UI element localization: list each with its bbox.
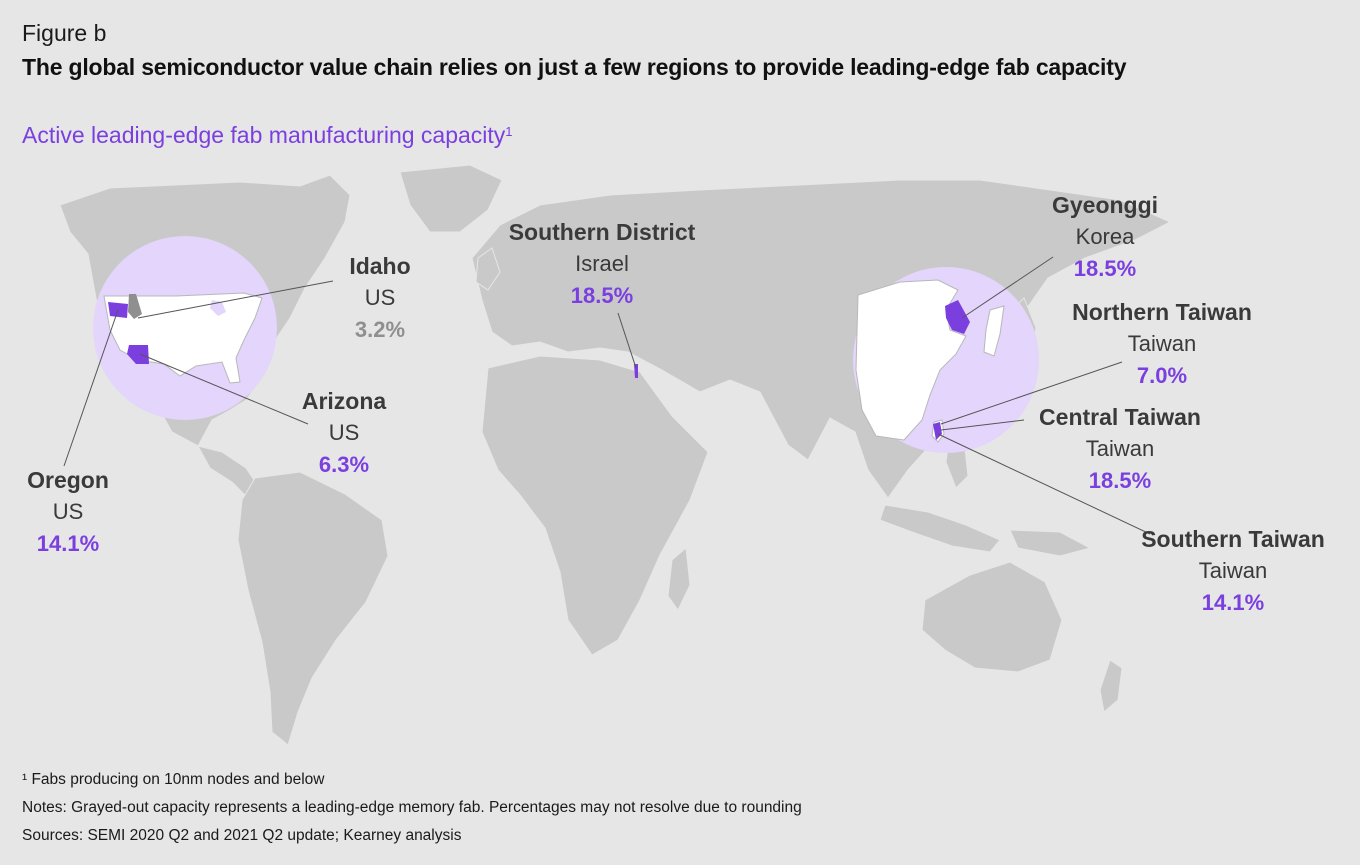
region-name: Northern Taiwan <box>1072 299 1252 325</box>
southern-taiwan-label: Southern Taiwan Taiwan 14.1% <box>1128 523 1338 619</box>
region-country: US <box>364 285 396 310</box>
region-country: US <box>52 499 84 524</box>
leader-lines <box>63 256 1151 535</box>
footnote-text: ¹ Fabs producing on 10nm nodes and below <box>22 771 325 788</box>
region-share: 7.0% <box>1136 363 1188 388</box>
region-name: Idaho <box>349 253 411 279</box>
region-name: Southern Taiwan <box>1141 526 1325 552</box>
continents <box>59 164 1172 746</box>
region-country: Israel <box>575 251 629 276</box>
arizona-label: Arizona US 6.3% <box>284 385 404 481</box>
region-name: Southern District <box>508 219 696 245</box>
new-zealand-landmass <box>1099 659 1123 713</box>
region-share: 6.3% <box>318 452 370 477</box>
indonesia-landmass <box>879 504 1001 553</box>
sources-text: Sources: SEMI 2020 Q2 and 2021 Q2 update… <box>22 827 462 844</box>
region-country: Taiwan <box>1198 558 1268 583</box>
subtitle-footnote-marker: 1 <box>505 124 513 139</box>
southern-district-label: Southern District Israel 18.5% <box>496 216 708 312</box>
idaho-label: Idaho US 3.2% <box>330 250 430 346</box>
region-name: Oregon <box>27 467 109 493</box>
australia-landmass <box>921 561 1063 673</box>
page-title: The global semiconductor value chain rel… <box>22 54 1127 80</box>
south-america-landmass <box>237 471 389 746</box>
footnotes: ¹ Fabs producing on 10nm nodes and below… <box>22 766 802 850</box>
region-name: Central Taiwan <box>1039 404 1201 430</box>
arizona-leader-line <box>139 353 309 425</box>
region-country: Taiwan <box>1127 331 1197 356</box>
taiwan-fab-region <box>933 422 942 440</box>
japan-inset-shape <box>983 305 1005 357</box>
gyeonggi-fab-region <box>945 300 970 334</box>
greenland-landmass <box>399 164 503 233</box>
madagascar-landmass <box>667 547 691 611</box>
new-guinea-landmass <box>1009 529 1092 557</box>
figure-label: Figure b <box>22 20 107 46</box>
africa-landmass <box>481 355 709 656</box>
southern-taiwan-leader-line <box>937 433 1151 535</box>
region-share: 14.1% <box>36 531 100 556</box>
northern-taiwan-leader-line <box>940 361 1123 425</box>
northern-taiwan-label: Northern Taiwan Taiwan 7.0% <box>1058 296 1266 392</box>
oregon-leader-line <box>63 309 119 467</box>
british-isles-landmass <box>475 247 501 291</box>
region-name: Arizona <box>301 388 387 414</box>
region-country: US <box>328 420 360 445</box>
map-subtitle: Active leading-edge fab manufacturing ca… <box>22 122 513 149</box>
notes-text: Notes: Grayed-out capacity represents a … <box>22 799 802 816</box>
region-country: Taiwan <box>1085 436 1155 461</box>
southern-district-fab-region <box>634 364 638 378</box>
gyeonggi-leader-line <box>961 256 1054 319</box>
region-share: 18.5% <box>1088 468 1152 493</box>
region-country: Korea <box>1075 224 1135 249</box>
southern-district-leader-line <box>617 312 637 369</box>
central-taiwan-leader-line <box>940 419 1025 431</box>
idaho-leader-line <box>137 280 334 319</box>
gyeonggi-label: Gyeonggi Korea 18.5% <box>1040 189 1170 285</box>
idaho-fab-region <box>128 294 142 319</box>
central-taiwan-label: Central Taiwan Taiwan 18.5% <box>1022 401 1218 497</box>
oregon-label: Oregon US 14.1% <box>14 464 122 560</box>
eurasia-landmass <box>471 179 1172 499</box>
arizona-fab-region <box>127 345 149 364</box>
region-share: 14.1% <box>1201 590 1265 615</box>
east-asia-landmass <box>855 279 967 441</box>
subtitle-text: Active leading-edge fab manufacturing ca… <box>22 122 506 148</box>
region-share: 18.5% <box>570 283 634 308</box>
region-share: 18.5% <box>1073 256 1137 281</box>
region-share: 3.2% <box>354 317 406 342</box>
region-name: Gyeonggi <box>1051 192 1159 218</box>
